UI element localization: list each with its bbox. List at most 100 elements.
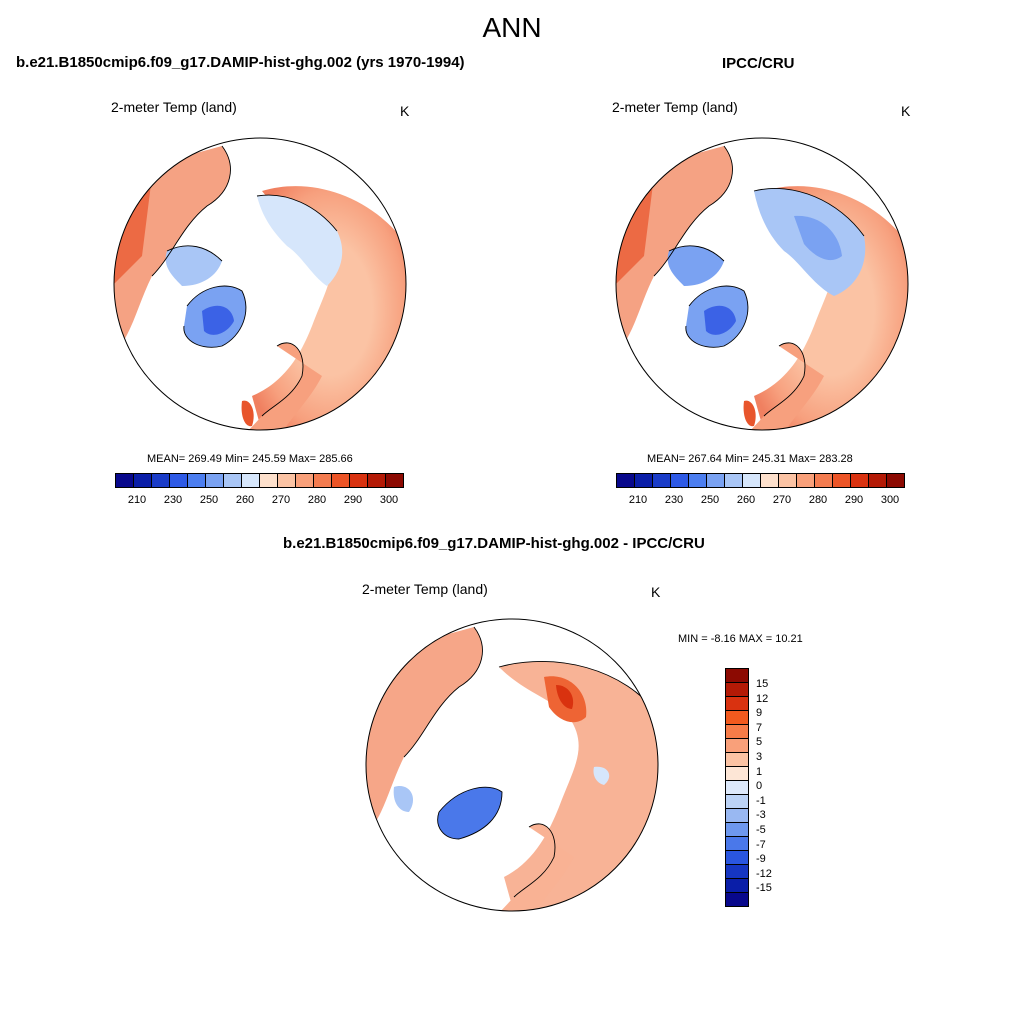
colorbar-tick-label: 270 <box>772 494 792 506</box>
colorbar-box <box>652 473 671 488</box>
page-title: ANN <box>482 12 542 43</box>
obs-variable-label: 2-meter Temp (land) <box>612 99 738 115</box>
colorbar-box <box>187 473 206 488</box>
colorbar-tick-label: 300 <box>880 494 900 506</box>
colorbar-box <box>385 473 404 488</box>
colorbar-tick-label: 210 <box>628 494 648 506</box>
model-stats: MEAN= 269.49 Min= 245.59 Max= 285.66 <box>147 453 353 465</box>
colorbar-box <box>796 473 815 488</box>
obs-unit-label: K <box>901 103 911 119</box>
colorbar-tick-label: 5 <box>756 736 763 749</box>
colorbar-box <box>725 682 749 697</box>
colorbar-box <box>725 836 749 851</box>
colorbar-box <box>367 473 386 488</box>
colorbar-tick-label: 280 <box>808 494 828 506</box>
colorbar-tick-label: -9 <box>756 853 766 866</box>
colorbar-tick-label: 270 <box>271 494 291 506</box>
diff-colorbar-ticks: 15 12 9 7 5 3 1 0 -1 -3 -5 -7 -9 -12 -15 <box>756 669 796 914</box>
colorbar-box <box>169 473 188 488</box>
diff-colorbar <box>725 668 749 907</box>
colorbar-box <box>223 473 242 488</box>
colorbar-box <box>724 473 743 488</box>
model-panel-title: b.e21.B1850cmip6.f09_g17.DAMIP-hist-ghg.… <box>16 54 465 71</box>
colorbar-tick-label: 9 <box>756 707 763 720</box>
colorbar-box <box>725 808 749 823</box>
colorbar-box <box>259 473 278 488</box>
diff-polar-map <box>365 618 659 912</box>
colorbar-tick-label: 300 <box>379 494 399 506</box>
canadian-arctic-region <box>165 245 222 286</box>
colorbar-box <box>725 766 749 781</box>
obs-panel-title: IPCC/CRU <box>722 55 795 72</box>
colorbar-tick-label: 1 <box>756 765 763 778</box>
eurasia-land <box>252 186 406 430</box>
colorbar-box <box>868 473 887 488</box>
colorbar-tick-label: -5 <box>756 824 766 836</box>
colorbar-box <box>886 473 905 488</box>
colorbar-tick-label: -12 <box>756 867 772 880</box>
model-variable-label: 2-meter Temp (land) <box>111 99 237 115</box>
colorbar-box <box>670 473 689 488</box>
colorbar-tick-label: -3 <box>756 809 766 822</box>
colorbar-box <box>725 710 749 725</box>
colorbar-box <box>725 696 749 711</box>
colorbar-box <box>725 724 749 739</box>
colorbar-box <box>151 473 170 488</box>
colorbar-box <box>832 473 851 488</box>
colorbar-box <box>725 794 749 809</box>
colorbar-box <box>725 668 749 683</box>
diff-minmax: MIN = -8.16 MAX = 10.21 <box>678 633 803 645</box>
colorbar-box <box>313 473 332 488</box>
colorbar-box <box>850 473 869 488</box>
colorbar-tick-label: -1 <box>756 794 766 807</box>
colorbar-box <box>725 878 749 893</box>
colorbar-box <box>814 473 833 488</box>
colorbar-box <box>725 850 749 865</box>
canadian-arctic-region <box>667 245 724 286</box>
colorbar-box <box>725 738 749 753</box>
diff-unit-label: K <box>651 584 661 600</box>
obs-stats: MEAN= 267.64 Min= 245.31 Max= 283.28 <box>647 453 853 465</box>
colorbar-box <box>688 473 707 488</box>
colorbar-tick-label: 250 <box>199 494 219 506</box>
colorbar-box <box>742 473 761 488</box>
obs-polar-map <box>615 137 909 431</box>
colorbar-box <box>295 473 314 488</box>
colorbar-box <box>634 473 653 488</box>
eurasia-diff <box>499 661 658 911</box>
colorbar-box <box>725 892 749 907</box>
diff-panel-title: b.e21.B1850cmip6.f09_g17.DAMIP-hist-ghg.… <box>283 535 705 552</box>
model-polar-map <box>113 137 407 431</box>
greenland-cold-anomaly <box>437 787 502 839</box>
colorbar-tick-label: 210 <box>127 494 147 506</box>
colorbar-box <box>778 473 797 488</box>
colorbar-tick-label: 290 <box>343 494 363 506</box>
colorbar-box <box>241 473 260 488</box>
colorbar-box <box>133 473 152 488</box>
colorbar-tick-label: 260 <box>736 494 756 506</box>
colorbar-box <box>205 473 224 488</box>
colorbar-tick-label: -15 <box>756 882 772 895</box>
colorbar-box <box>331 473 350 488</box>
colorbar-box <box>349 473 368 488</box>
colorbar-tick-label: 7 <box>756 721 763 734</box>
colorbar-tick-label: 230 <box>664 494 684 506</box>
colorbar-tick-label: 260 <box>235 494 255 506</box>
model-colorbar-ticks: 210 230 250 260 270 280 290 300 <box>116 494 406 508</box>
colorbar-box <box>725 752 749 767</box>
model-colorbar <box>115 473 404 488</box>
colorbar-tick-label: -7 <box>756 838 766 851</box>
siberia-cool-region <box>257 195 343 286</box>
colorbar-box <box>616 473 635 488</box>
colorbar-tick-label: 230 <box>163 494 183 506</box>
obs-colorbar-ticks: 210 230 250 260 270 280 290 300 <box>617 494 907 508</box>
colorbar-tick-label: 3 <box>756 751 763 763</box>
colorbar-box <box>725 864 749 879</box>
colorbar-tick-label: 250 <box>700 494 720 506</box>
colorbar-tick-label: 0 <box>756 780 763 793</box>
colorbar-box <box>725 780 749 795</box>
colorbar-tick-label: 15 <box>756 678 769 690</box>
colorbar-box <box>725 822 749 837</box>
colorbar-box <box>115 473 134 488</box>
obs-colorbar <box>616 473 905 488</box>
